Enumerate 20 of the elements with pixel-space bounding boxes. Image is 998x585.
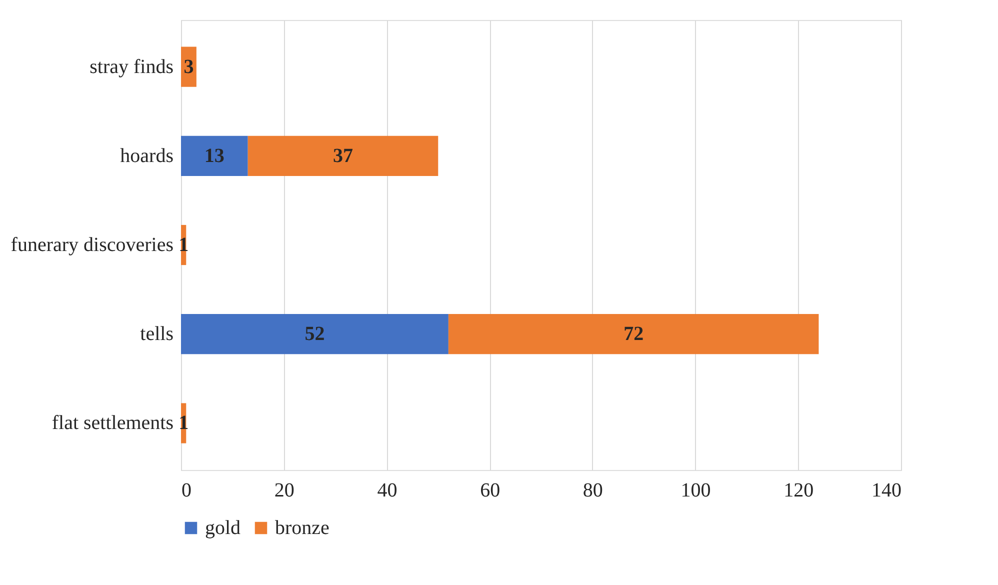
legend-label: gold — [205, 517, 241, 539]
y-tick-label: tells — [140, 323, 174, 346]
x-tick-label: 60 — [480, 480, 500, 502]
x-tick-label: 100 — [680, 480, 711, 502]
x-tick-label: 20 — [274, 480, 294, 502]
y-tick-label: stray finds — [90, 56, 174, 78]
x-tick-label: 40 — [377, 480, 398, 502]
data-label: 72 — [624, 323, 644, 346]
data-label: 13 — [204, 144, 224, 167]
y-tick-label: funerary discoveries — [10, 234, 174, 256]
x-tick-label: 140 — [872, 480, 902, 502]
legend-label: bronze — [275, 517, 330, 539]
data-label: 37 — [333, 144, 353, 167]
x-tick-label: 0 — [182, 480, 192, 502]
y-tick-label: flat settlements — [52, 412, 174, 434]
x-tick-label: 120 — [784, 480, 814, 502]
x-tick-label: 80 — [582, 480, 603, 502]
y-tick-label: hoards — [120, 144, 174, 167]
data-label: 3 — [184, 56, 194, 78]
data-label: 52 — [304, 323, 325, 346]
